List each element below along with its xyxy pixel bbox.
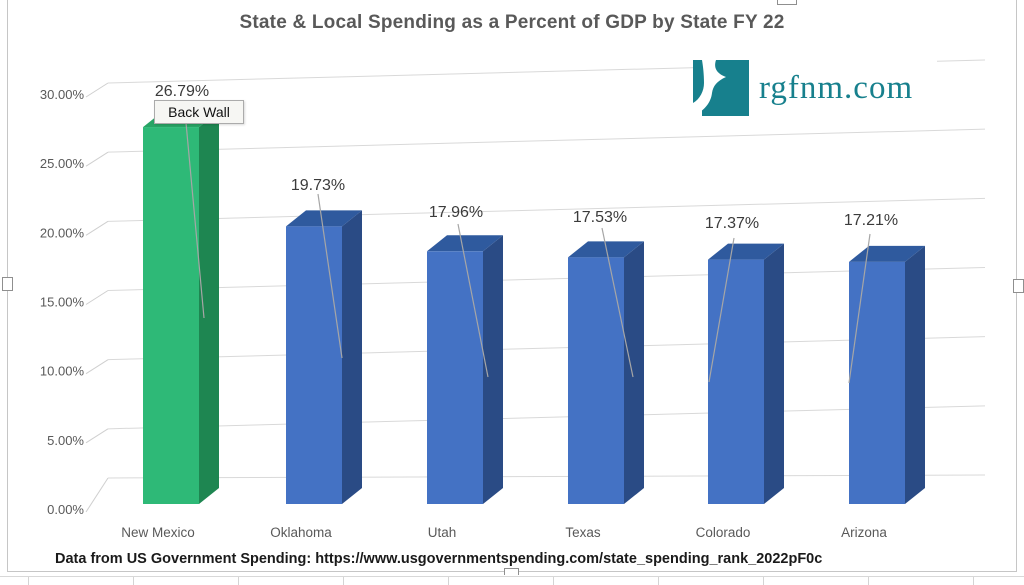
- y-tick-label-30: 30.00%: [40, 87, 85, 102]
- label-leader-line-Colorado: [708, 237, 735, 383]
- label-leader-line-New Mexico: [183, 100, 205, 319]
- bar-Oklahoma[interactable]: [286, 226, 342, 504]
- sheet-cell-border: [343, 577, 344, 585]
- sheet-cell-border: [553, 577, 554, 585]
- bar-side-New Mexico[interactable]: [199, 111, 219, 504]
- resize-handle-right[interactable]: [1013, 279, 1024, 293]
- x-category-label-New Mexico: New Mexico: [121, 525, 195, 540]
- sheet-cell-border: [658, 577, 659, 585]
- axis-tick-connector-10: [85, 359, 109, 375]
- gridline-5: [107, 405, 986, 430]
- axis-tick-connector-0: [85, 477, 109, 513]
- data-label-Arizona: 17.21%: [844, 212, 898, 229]
- sheet-cell-border: [448, 577, 449, 585]
- y-tick-label-10: 10.00%: [40, 364, 85, 379]
- bar-top-Oklahoma[interactable]: [286, 210, 362, 227]
- bar-side-Colorado[interactable]: [764, 243, 784, 504]
- sheet-cell-border: [238, 577, 239, 585]
- new-mexico-state-icon: [693, 60, 749, 116]
- gridline-10: [107, 336, 986, 361]
- bar-New Mexico[interactable]: [143, 127, 199, 504]
- bar-side-Arizona[interactable]: [905, 245, 925, 505]
- resize-handle-top[interactable]: [777, 0, 797, 5]
- axis-tick-connector-20: [85, 220, 109, 236]
- x-category-label-Texas: Texas: [565, 525, 601, 540]
- x-category-label-Colorado: Colorado: [696, 525, 751, 540]
- gridline-25: [107, 128, 986, 153]
- sheet-cell-border: [973, 577, 974, 585]
- x-category-label-Arizona: Arizona: [841, 525, 887, 540]
- x-category-label-Oklahoma: Oklahoma: [270, 525, 332, 540]
- logo-text: rgfnm.com: [759, 69, 914, 106]
- axis-tick-connector-30: [85, 82, 109, 98]
- bar-Texas[interactable]: [568, 257, 624, 504]
- bar-side-Utah[interactable]: [483, 235, 503, 504]
- data-label-New Mexico: 26.79%: [155, 83, 209, 100]
- data-label-Colorado: 17.37%: [705, 215, 759, 232]
- label-leader-line-Arizona: [848, 233, 871, 384]
- bar-Arizona[interactable]: [849, 261, 905, 504]
- data-label-Utah: 17.96%: [429, 204, 483, 221]
- sheet-cell-border: [28, 577, 29, 585]
- y-tick-label-20: 20.00%: [40, 225, 85, 240]
- data-label-Texas: 17.53%: [573, 209, 627, 226]
- logo: rgfnm.com: [693, 54, 937, 122]
- axis-tick-connector-25: [85, 151, 109, 167]
- x-category-label-Utah: Utah: [428, 525, 457, 540]
- gridline-20: [107, 197, 986, 222]
- y-tick-label-15: 15.00%: [40, 295, 85, 310]
- sheet-cell-border: [133, 577, 134, 585]
- data-label-Oklahoma: 19.73%: [291, 177, 345, 194]
- source-note: Data from US Government Spending: https:…: [55, 551, 823, 567]
- sheet-cell-border: [868, 577, 869, 585]
- label-leader-line-Utah: [457, 223, 489, 378]
- y-tick-label-25: 25.00%: [40, 156, 85, 171]
- label-leader-line-Texas: [601, 227, 634, 378]
- gridline-0: [107, 474, 986, 479]
- back-wall-tooltip: Back Wall: [154, 100, 244, 124]
- bar-Utah[interactable]: [427, 251, 483, 504]
- sheet-gridline: [0, 576, 1024, 577]
- bar-top-Colorado[interactable]: [708, 243, 784, 260]
- gridline-15: [107, 267, 986, 292]
- label-leader-line-Oklahoma: [317, 193, 343, 359]
- bar-side-Texas[interactable]: [624, 241, 644, 504]
- bar-side-Oklahoma[interactable]: [342, 210, 362, 504]
- spreadsheet-row: [0, 575, 1024, 585]
- sheet-cell-border: [763, 577, 764, 585]
- y-tick-label-0: 0.00%: [47, 502, 84, 517]
- bar-top-Utah[interactable]: [427, 235, 503, 252]
- y-tick-label-5: 5.00%: [47, 433, 84, 448]
- axis-tick-connector-5: [85, 428, 109, 444]
- chart-title: State & Local Spending as a Percent of G…: [239, 12, 785, 33]
- resize-handle-left[interactable]: [2, 277, 13, 291]
- axis-tick-connector-15: [85, 290, 109, 305]
- bar-Colorado[interactable]: [708, 259, 764, 504]
